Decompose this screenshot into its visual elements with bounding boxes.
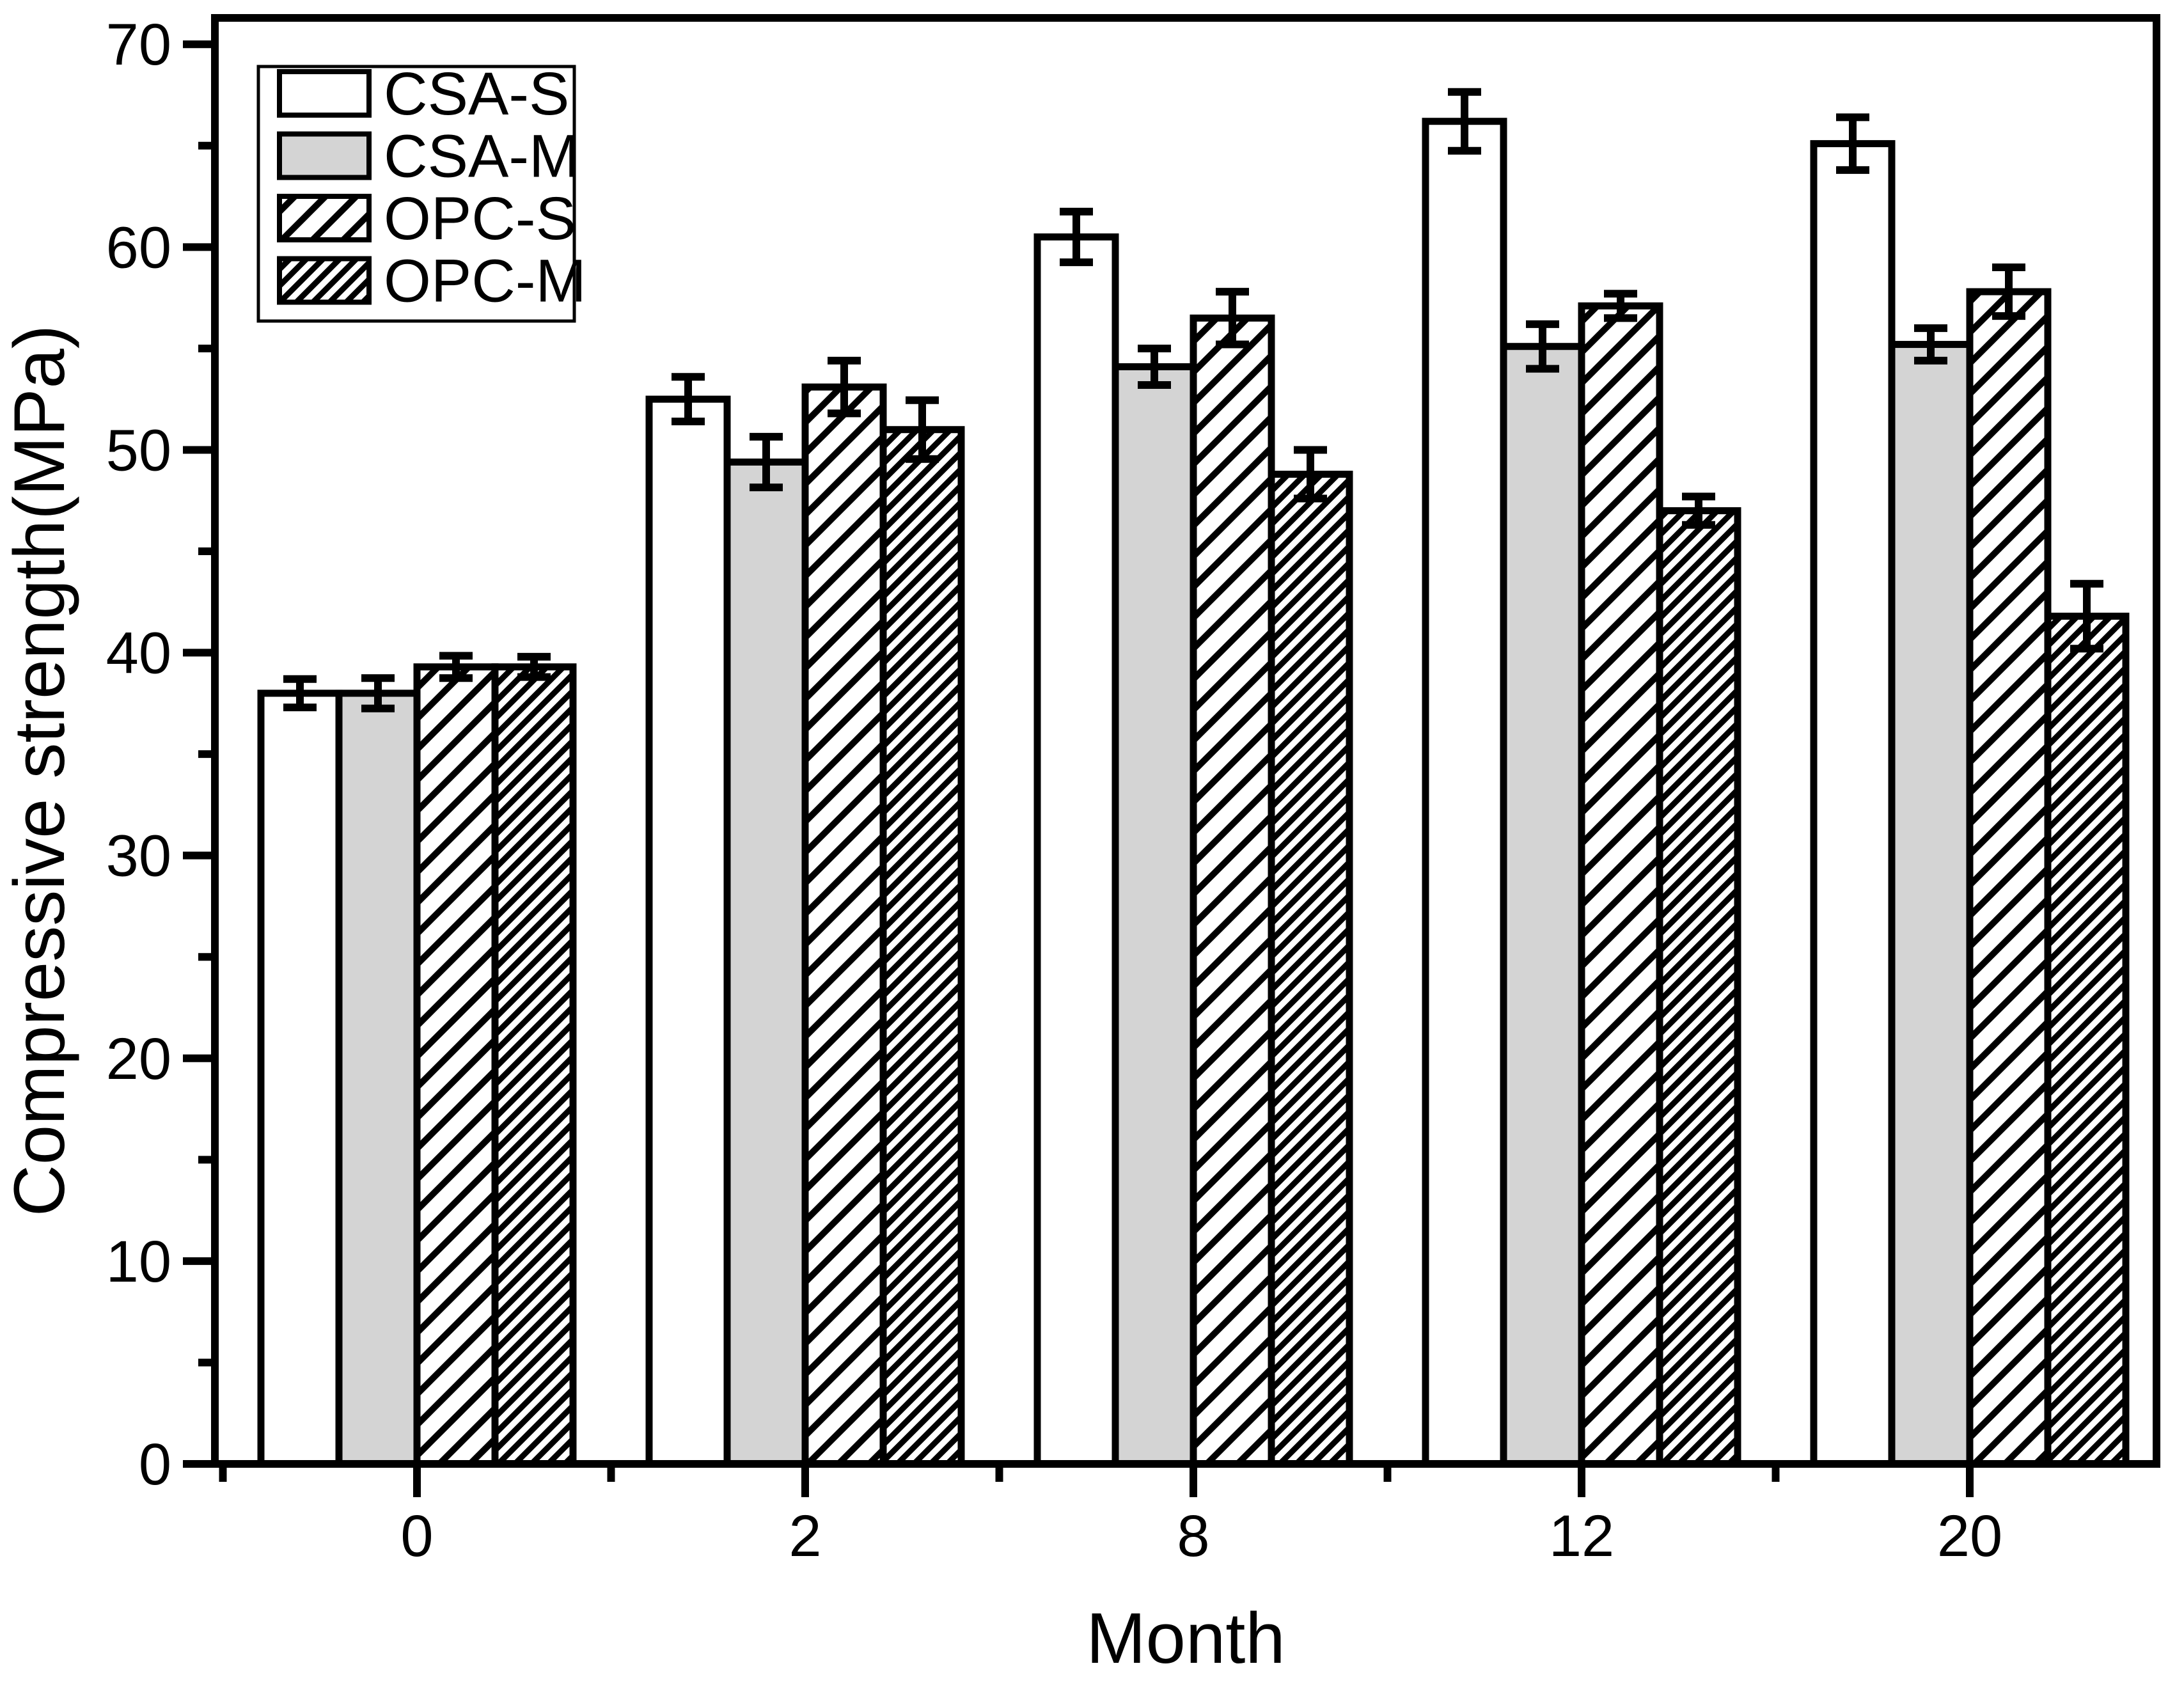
x-tick-label: 12: [1549, 1504, 1614, 1569]
bar-csa-m-month-20: [1888, 341, 1974, 1468]
bar-csa-s-month-8: [1033, 233, 1119, 1468]
y-tick-label: 30: [106, 824, 171, 889]
error-bar-csa-s-month-20: [1836, 113, 1869, 174]
bar-opc-m-month-2: [879, 426, 965, 1468]
x-tick-label: 20: [1937, 1504, 2002, 1569]
bar-csa-s-month-0: [257, 689, 343, 1468]
y-tick-label: 0: [139, 1432, 171, 1497]
legend-label-opc-s: OPC-S: [384, 185, 576, 253]
error-bar-csa-m-month-8: [1138, 344, 1171, 389]
error-bar-opc-s-month-8: [1216, 288, 1249, 349]
error-bar-csa-s-month-12: [1448, 88, 1481, 155]
error-bar-opc-m-month-0: [517, 652, 551, 681]
legend-item-opc-s: OPC-S: [277, 185, 576, 253]
error-bar-csa-m-month-0: [361, 674, 395, 712]
bar-csa-s-month-12: [1422, 118, 1507, 1468]
legend-item-csa-s: CSA-S: [277, 60, 569, 128]
bar-opc-m-month-8: [1268, 470, 1353, 1468]
legend-swatch-opc-m: [277, 256, 372, 305]
error-bar-csa-m-month-2: [750, 432, 783, 492]
bar-opc-s-month-12: [1578, 302, 1663, 1468]
error-bar-opc-m-month-12: [1682, 492, 1715, 529]
error-bar-opc-s-month-0: [439, 652, 473, 682]
x-axis-title: Month: [1086, 1598, 1285, 1678]
bar-csa-m-month-0: [335, 689, 421, 1468]
legend-label-csa-s: CSA-S: [384, 60, 569, 128]
legend-item-csa-m: CSA-M: [277, 123, 579, 191]
error-bar-opc-m-month-20: [2070, 579, 2103, 653]
bar-csa-m-month-8: [1112, 363, 1197, 1468]
bar-opc-s-month-2: [801, 383, 887, 1468]
bars-layer: [257, 88, 2130, 1468]
error-bar-csa-s-month-2: [672, 373, 705, 426]
error-bar-opc-m-month-8: [1294, 446, 1327, 503]
y-axis-title: Compressive strength(MPa): [0, 325, 79, 1216]
bar-opc-m-month-0: [491, 663, 577, 1468]
bar-csa-s-month-2: [645, 395, 731, 1468]
error-bar-csa-s-month-0: [283, 675, 317, 712]
error-bar-opc-m-month-2: [906, 396, 939, 463]
y-tick-label: 10: [106, 1229, 171, 1294]
legend-swatch-csa-s: [277, 69, 372, 118]
error-bar-opc-s-month-20: [1992, 263, 2025, 320]
x-tick-label: 2: [789, 1504, 821, 1569]
x-tick-label: 8: [1177, 1504, 1209, 1569]
bar-opc-m-month-12: [1656, 507, 1741, 1468]
legend-swatch-csa-m: [277, 131, 372, 180]
error-bar-opc-s-month-12: [1604, 290, 1637, 322]
y-tick-label: 40: [106, 621, 171, 686]
y-tick-label: 50: [106, 418, 171, 483]
x-tick-label: 0: [400, 1504, 433, 1569]
axes-layer: 0 10 20 30 40 50 60 70 0 2 8 12 20: [106, 12, 2160, 1569]
y-tick-label: 70: [106, 12, 171, 77]
bar-opc-s-month-20: [1966, 288, 2052, 1468]
error-bar-csa-s-month-8: [1060, 207, 1093, 267]
bar-opc-s-month-8: [1190, 314, 1275, 1468]
legend-swatch-opc-s: [277, 194, 372, 242]
bar-csa-m-month-12: [1500, 343, 1585, 1468]
error-bar-opc-s-month-2: [828, 356, 861, 418]
error-bar-csa-m-month-20: [1914, 324, 1947, 365]
legend-label-csa-m: CSA-M: [384, 123, 579, 191]
legend-item-opc-m: OPC-M: [277, 248, 586, 315]
bar-opc-m-month-20: [2044, 612, 2130, 1468]
bar-opc-s-month-0: [413, 663, 499, 1468]
bar-csa-s-month-20: [1810, 140, 1896, 1468]
legend-label-opc-m: OPC-M: [384, 248, 586, 315]
error-bar-csa-m-month-12: [1526, 320, 1559, 373]
bar-csa-m-month-2: [723, 458, 809, 1468]
plot-frame: [211, 14, 2160, 1468]
y-tick-label: 60: [106, 215, 171, 280]
y-tick-label: 20: [106, 1026, 171, 1092]
